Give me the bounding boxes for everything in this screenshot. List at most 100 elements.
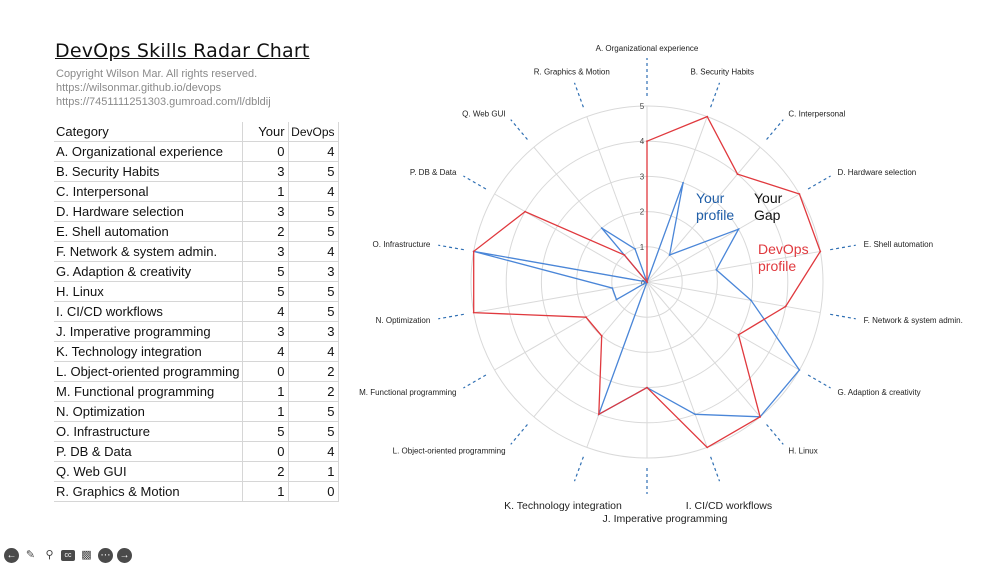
- prev-icon[interactable]: ←: [4, 548, 19, 563]
- data-point-devops: [798, 193, 801, 195]
- data-point-your: [611, 287, 614, 290]
- axis-label: M. Functional programming: [359, 388, 456, 397]
- data-point-devops: [623, 254, 626, 256]
- your-score-cell: 3: [242, 241, 289, 262]
- table-row: G. Adaption & creativity 5 3: [54, 261, 339, 282]
- data-point-devops: [585, 316, 587, 319]
- leader-line: [766, 424, 784, 445]
- pen-icon[interactable]: ✎: [25, 549, 36, 561]
- axis-label: B. Security Habits: [690, 67, 754, 76]
- category-cell: L. Object-oriented programming: [54, 361, 243, 382]
- category-cell: H. Linux: [54, 281, 243, 302]
- table-header-row: Category Your DevOps: [54, 122, 339, 142]
- captions-icon[interactable]: cc: [61, 550, 75, 561]
- data-point-your: [798, 369, 801, 371]
- table-row: D. Hardware selection 3 5: [54, 201, 339, 222]
- grid-spoke: [473, 281, 648, 314]
- data-point-your: [634, 248, 636, 250]
- axis-label: H. Linux: [788, 447, 817, 456]
- category-cell: R. Graphics & Motion: [54, 481, 243, 502]
- data-point-your: [600, 227, 603, 229]
- column-header-your: Your: [242, 122, 289, 142]
- tick-label: 2: [640, 208, 645, 217]
- axis-label: P. DB & Data: [410, 168, 457, 177]
- table-row: Q. Web GUI 2 1: [54, 461, 339, 482]
- grid-spoke: [646, 193, 800, 283]
- axis-label: F. Network & system admin.: [864, 316, 963, 325]
- column-header-category: Category: [54, 122, 243, 142]
- search-icon[interactable]: ⚲: [45, 549, 54, 561]
- category-cell: M. Functional programming: [54, 381, 243, 402]
- table-row: M. Functional programming 1 2: [54, 381, 339, 402]
- radar-chart: 1 2 3 4 5 0 A. Organizational experience B. Sec…: [359, 44, 963, 525]
- next-icon[interactable]: →: [117, 548, 132, 563]
- annotation-label: Your: [754, 190, 783, 206]
- presentation-toolbar: ← ✎ ⚲ cc ▩ ⋯ →: [4, 548, 132, 563]
- your-score-cell: 0: [242, 441, 289, 462]
- axis-label: Q. Web GUI: [462, 109, 505, 118]
- leader-line: [807, 374, 831, 389]
- your-score-cell: 1: [242, 381, 289, 402]
- tick-label: 4: [640, 137, 645, 146]
- grid-spoke: [646, 281, 800, 371]
- axis-label: L. Object-oriented programming: [393, 447, 506, 456]
- axis-label: I. CI/CD workflows: [686, 500, 772, 512]
- page-title: DevOps Skills Radar Chart: [55, 40, 310, 62]
- table-row: O. Infrastructure 5 5: [54, 421, 339, 442]
- data-point-devops: [597, 413, 600, 416]
- category-cell: P. DB & Data: [54, 441, 243, 462]
- grid-spoke: [646, 281, 761, 418]
- table-row: P. DB & Data 0 4: [54, 441, 339, 462]
- tick-label: 5: [640, 102, 645, 111]
- leader-line: [510, 424, 528, 445]
- grid-spoke: [533, 281, 648, 418]
- data-point-your: [737, 228, 740, 231]
- url-line: https://wilsonmar.github.io/devops: [56, 82, 222, 94]
- category-cell: F. Network & system admin.: [54, 241, 243, 262]
- table-row: R. Graphics & Motion 1 0: [54, 481, 339, 502]
- data-point-devops: [472, 250, 475, 253]
- your-score-cell: 0: [242, 361, 289, 382]
- axis-label: G. Adaption & creativity: [838, 388, 921, 397]
- table-row: E. Shell automation 2 5: [54, 221, 339, 242]
- your-score-cell: 2: [242, 221, 289, 242]
- category-cell: E. Shell automation: [54, 221, 243, 242]
- category-cell: N. Optimization: [54, 401, 243, 422]
- column-header-devops: DevOps: [288, 122, 339, 142]
- category-cell: G. Adaption & creativity: [54, 261, 243, 282]
- axis-label: K. Technology integration: [504, 500, 622, 512]
- table-row: N. Optimization 1 5: [54, 401, 339, 422]
- table-row: I. CI/CD workflows 4 5: [54, 301, 339, 322]
- axis-label: N. Optimization: [376, 316, 431, 325]
- data-point-devops: [819, 250, 822, 253]
- copyright-line: Copyright Wilson Mar. All rights reserve…: [56, 68, 258, 80]
- category-cell: K. Technology integration: [54, 341, 243, 362]
- your-score-cell: 0: [242, 141, 289, 162]
- category-cell: B. Security Habits: [54, 161, 243, 182]
- leader-line: [463, 374, 487, 389]
- axis-label: O. Infrastructure: [373, 240, 431, 249]
- devops-score-cell: 3: [288, 261, 339, 282]
- video-icon[interactable]: ▩: [81, 549, 92, 561]
- leader-line: [438, 244, 464, 251]
- data-point-devops: [646, 281, 648, 283]
- category-cell: Q. Web GUI: [54, 461, 243, 482]
- your-score-cell: 1: [242, 181, 289, 202]
- your-score-cell: 2: [242, 461, 289, 482]
- table-row: K. Technology integration 4 4: [54, 341, 339, 362]
- table-row: H. Linux 5 5: [54, 281, 339, 302]
- grid-spoke: [646, 146, 761, 283]
- your-score-cell: 4: [242, 341, 289, 362]
- more-icon[interactable]: ⋯: [98, 548, 113, 563]
- devops-score-cell: 4: [288, 141, 339, 162]
- devops-score-cell: 1: [288, 461, 339, 482]
- devops-score-cell: 5: [288, 281, 339, 302]
- devops-score-cell: 4: [288, 241, 339, 262]
- data-point-devops: [472, 311, 475, 314]
- devops-score-cell: 2: [288, 381, 339, 402]
- skills-table: Category Your DevOps A. Organizational e…: [54, 122, 339, 502]
- data-point-your: [750, 299, 752, 302]
- data-point-devops: [736, 173, 739, 176]
- table-row: C. Interpersonal 1 4: [54, 181, 339, 202]
- your-score-cell: 1: [242, 481, 289, 502]
